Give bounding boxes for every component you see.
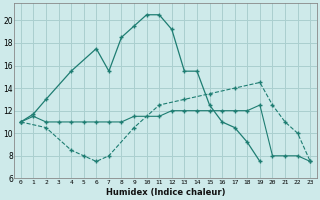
X-axis label: Humidex (Indice chaleur): Humidex (Indice chaleur)	[106, 188, 225, 197]
